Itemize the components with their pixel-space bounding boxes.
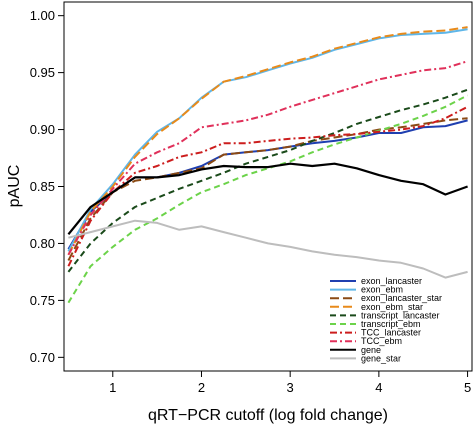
y-axis: 0.70 0.75 0.80 0.85 0.90 0.95 1.00 [30,8,64,365]
series-line-transcript-ebm [67,94,469,304]
legend-label: exon_ebm_star [361,302,423,312]
legend: exon_lancasterexon_ebmexon_lancaster_sta… [330,276,442,363]
x-tick-label: 4 [375,380,382,395]
series-layer [67,26,469,304]
x-tick-label: 3 [287,380,294,395]
legend-label: exon_lancaster_star [361,293,442,303]
y-tick-label: 1.00 [30,8,55,23]
legend-label: transcript_lancaster [361,310,440,320]
x-tick-label: 1 [109,380,116,395]
series-line-exon-ebm-star [67,26,468,256]
y-tick-label: 0.70 [30,350,55,365]
y-tick-label: 0.95 [30,65,55,80]
legend-label: exon_lancaster [361,276,422,286]
series-line-exon-ebm [67,28,468,252]
series-line-gene-star [68,219,468,279]
series-line-transcript-lancaster [67,88,468,273]
y-tick-label: 0.90 [30,122,55,137]
y-tick-label: 0.85 [30,179,55,194]
legend-label: gene_star [361,353,401,363]
legend-label: TCC_lancaster [361,328,421,338]
y-tick-label: 0.80 [30,236,55,251]
y-axis-title: pAUC [6,165,23,208]
x-axis-title: qRT−PCR cutoff (log fold change) [148,407,388,424]
series-line-tcc-lancaster [67,105,469,267]
legend-label: exon_ebm [361,285,403,295]
y-tick-label: 0.75 [30,293,55,308]
x-tick-label: 2 [198,380,205,395]
series-line-gene [67,162,468,235]
series-line-tcc-ebm [67,60,468,256]
x-axis: 1 2 3 4 5 [109,371,471,395]
legend-label: TCC_ebm [361,336,402,346]
series-line-exon-lancaster-star [67,117,468,261]
legend-label: transcript_ebm [361,319,421,329]
legend-label: gene [361,345,381,355]
x-tick-label: 5 [464,380,471,395]
